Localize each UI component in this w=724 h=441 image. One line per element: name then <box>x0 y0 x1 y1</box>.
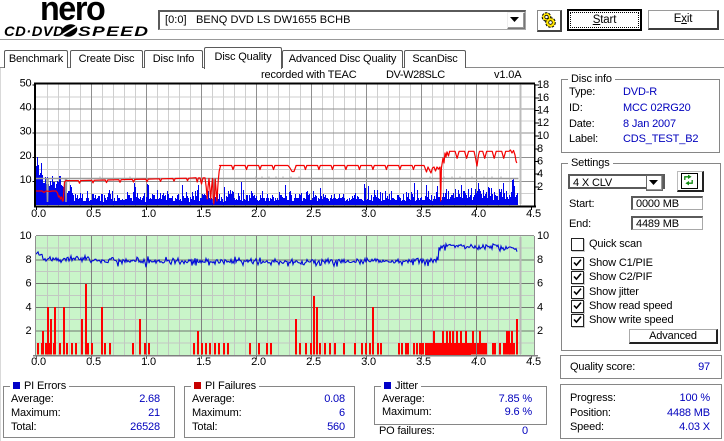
svg-text:0.0: 0.0 <box>31 208 46 220</box>
svg-text:2: 2 <box>26 325 32 337</box>
svg-text:4.0: 4.0 <box>471 356 486 368</box>
svg-text:2.0: 2.0 <box>251 356 266 368</box>
svg-text:8: 8 <box>26 254 32 266</box>
svg-text:6: 6 <box>537 278 543 290</box>
svg-text:10: 10 <box>537 230 549 242</box>
svg-text:3.5: 3.5 <box>416 208 431 220</box>
svg-text:0.5: 0.5 <box>86 356 101 368</box>
svg-text:30: 30 <box>20 126 32 138</box>
svg-text:8: 8 <box>537 254 543 266</box>
svg-text:0.5: 0.5 <box>86 208 101 220</box>
svg-text:1.5: 1.5 <box>196 356 211 368</box>
svg-text:1.0: 1.0 <box>141 356 156 368</box>
svg-text:3.5: 3.5 <box>416 356 431 368</box>
svg-text:recorded with TEAC: recorded with TEAC <box>261 69 357 81</box>
svg-text:20: 20 <box>20 150 32 162</box>
svg-text:10: 10 <box>20 174 32 186</box>
svg-text:3.0: 3.0 <box>361 208 376 220</box>
svg-text:12: 12 <box>537 117 549 129</box>
svg-text:18: 18 <box>537 79 549 91</box>
svg-text:4: 4 <box>26 301 32 313</box>
svg-text:2.5: 2.5 <box>306 208 321 220</box>
svg-text:50: 50 <box>20 78 32 90</box>
svg-text:2: 2 <box>537 325 543 337</box>
svg-text:6: 6 <box>537 156 543 168</box>
svg-text:16: 16 <box>537 92 549 104</box>
svg-text:2.0: 2.0 <box>251 208 266 220</box>
svg-text:4.5: 4.5 <box>526 356 541 368</box>
svg-text:14: 14 <box>537 105 549 117</box>
svg-text:2: 2 <box>537 181 543 193</box>
svg-text:3.0: 3.0 <box>361 356 376 368</box>
svg-text:10: 10 <box>20 230 32 242</box>
svg-text:10: 10 <box>537 130 549 142</box>
svg-text:40: 40 <box>20 102 32 114</box>
svg-text:1.0: 1.0 <box>141 208 156 220</box>
svg-text:0.0: 0.0 <box>31 356 46 368</box>
svg-text:4.0: 4.0 <box>471 208 486 220</box>
svg-text:4: 4 <box>537 301 543 313</box>
svg-text:4: 4 <box>537 168 543 180</box>
svg-text:1.5: 1.5 <box>196 208 211 220</box>
svg-text:8: 8 <box>537 143 543 155</box>
svg-text:6: 6 <box>26 278 32 290</box>
svg-text:2.5: 2.5 <box>306 356 321 368</box>
svg-text:DV-W28SLC: DV-W28SLC <box>386 69 445 81</box>
svg-text:4.5: 4.5 <box>526 208 541 220</box>
svg-text:v1.0A: v1.0A <box>494 69 522 81</box>
